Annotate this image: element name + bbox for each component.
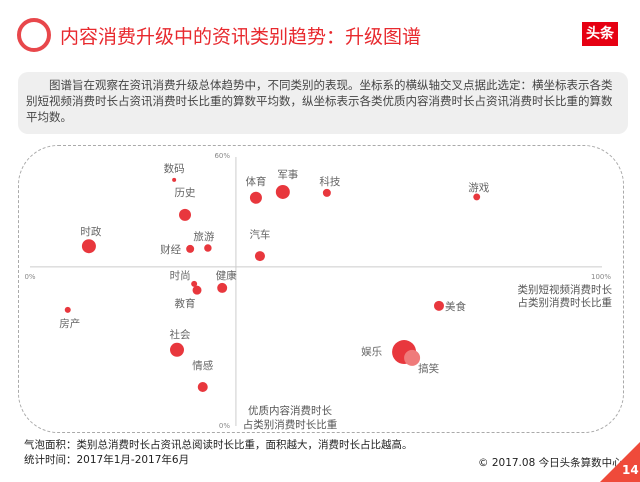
bubble-label: 军事 bbox=[277, 168, 298, 181]
bubble-13 bbox=[433, 300, 444, 311]
bubble-14 bbox=[64, 306, 71, 313]
toutiao-logo: 头条 bbox=[582, 22, 618, 46]
bubble-label: 时尚 bbox=[170, 269, 191, 282]
x-axis-label-line2: 占类别消费时长比重 bbox=[518, 296, 613, 309]
page-corner bbox=[600, 442, 640, 482]
x-axis-label-line1: 类别短视频消费时长 bbox=[518, 283, 613, 296]
bubble-label: 科技 bbox=[319, 175, 340, 188]
bubble-label: 社会 bbox=[170, 328, 191, 341]
y-tick-60: 60% bbox=[214, 152, 230, 160]
bubble-3 bbox=[275, 184, 290, 199]
bubble-size-note: 气泡面积：类别总消费时长占资讯总阅读时长比重，面积越大，消费时长占比越高。 bbox=[24, 439, 413, 451]
bubble-label: 汽车 bbox=[249, 228, 270, 241]
bubble-1 bbox=[179, 208, 192, 221]
bubble-5 bbox=[473, 193, 481, 201]
x-tick-100: 100% bbox=[591, 273, 611, 281]
bubble-0 bbox=[172, 177, 177, 182]
bubble-4 bbox=[322, 188, 331, 197]
bubble-label: 旅游 bbox=[193, 230, 214, 243]
bubble-label: 财经 bbox=[160, 243, 181, 256]
bubble-9 bbox=[254, 251, 265, 262]
bubble-label: 时政 bbox=[80, 225, 101, 238]
bubble-12 bbox=[217, 282, 228, 293]
title-ring-icon bbox=[17, 18, 51, 52]
copyright: © 2017.08 今日头条算数中心 bbox=[478, 457, 623, 469]
bubble-label: 情感 bbox=[192, 359, 213, 372]
bubble-label: 搞笑 bbox=[418, 362, 439, 375]
chart-frame bbox=[18, 145, 624, 433]
bubble-label: 数码 bbox=[164, 162, 185, 175]
x-tick-0: 0% bbox=[24, 273, 35, 281]
bubble-6 bbox=[81, 239, 96, 254]
bubble-label: 游戏 bbox=[468, 181, 489, 194]
bubble-7 bbox=[186, 244, 195, 253]
bubble-label: 体育 bbox=[245, 175, 266, 188]
y-axis-label-line1: 优质内容消费时长 bbox=[248, 404, 332, 417]
description-box: 图谱旨在观察在资讯消费升级总体趋势中，不同类别的表现。坐标系的横纵轴交叉点据此选… bbox=[18, 72, 628, 134]
bubble-11 bbox=[192, 285, 202, 295]
bubble-label: 历史 bbox=[175, 187, 196, 199]
bubble-label: 美食 bbox=[445, 300, 466, 313]
bubble-label: 健康 bbox=[216, 269, 237, 282]
period-note: 统计时间：2017年1月-2017年6月 bbox=[24, 454, 190, 466]
bubble-8 bbox=[204, 244, 212, 252]
bubble-label: 娱乐 bbox=[361, 345, 382, 358]
bubble-label: 房产 bbox=[59, 317, 80, 330]
bubble-10 bbox=[191, 280, 198, 287]
bubble-2 bbox=[249, 191, 262, 204]
y-axis-label-line2: 占类别消费时长比重 bbox=[243, 418, 338, 431]
bubble-label: 教育 bbox=[175, 297, 196, 310]
bubble-16 bbox=[197, 381, 208, 392]
y-tick-0: 0% bbox=[219, 422, 230, 430]
page-number: 14 bbox=[622, 463, 639, 477]
page-title: 内容消费升级中的资讯类别趋势：升级图谱 bbox=[60, 26, 422, 48]
bubble-18 bbox=[404, 349, 421, 366]
bubble-15 bbox=[170, 342, 185, 357]
